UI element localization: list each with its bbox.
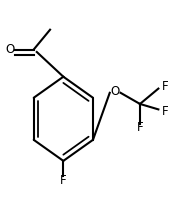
Text: O: O xyxy=(6,43,15,56)
Text: F: F xyxy=(161,105,168,118)
Text: F: F xyxy=(137,121,143,134)
Text: O: O xyxy=(111,85,120,98)
Text: F: F xyxy=(161,80,168,93)
Text: F: F xyxy=(60,174,67,187)
